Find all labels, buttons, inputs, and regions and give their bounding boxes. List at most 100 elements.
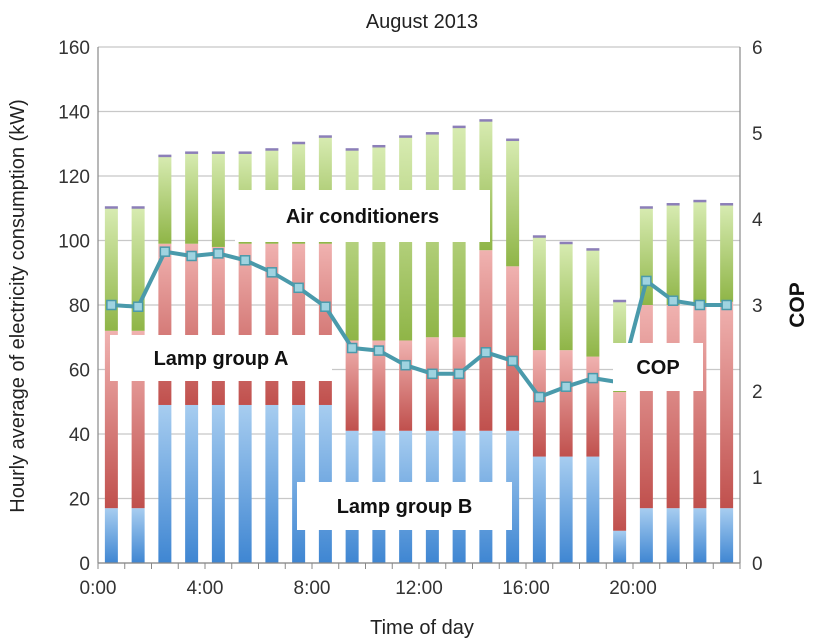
bar-cap (559, 241, 573, 245)
callout-box (613, 343, 703, 391)
bar-air-conditioners (559, 243, 573, 351)
cop-marker (427, 368, 438, 380)
bar-lamp-group-a (666, 305, 680, 509)
bar-air-conditioners (720, 205, 734, 302)
bar-air-conditioners (372, 146, 386, 341)
bar-lamp-group-b (639, 508, 653, 563)
callout-box (297, 482, 512, 530)
cop-marker (453, 368, 465, 380)
cop-marker (159, 246, 171, 257)
cop-marker (346, 342, 358, 354)
bar-cap (639, 206, 653, 209)
callout-label: Air conditioners (286, 206, 439, 228)
cop-marker (293, 282, 304, 294)
bar-lamp-group-a (399, 340, 413, 431)
bar-cap (693, 199, 707, 203)
bar-lamp-group-b (158, 404, 172, 563)
callout-label: Lamp group B (337, 496, 473, 518)
cop-marker (480, 347, 492, 358)
bar-lamp-group-b (265, 404, 279, 563)
bar-air-conditioners (666, 205, 680, 305)
bar-cap (425, 132, 439, 135)
cop-marker (641, 275, 652, 287)
bar-air-conditioners (211, 153, 225, 247)
x-tick-label: 4:00 (187, 578, 224, 599)
cop-marker (667, 295, 679, 306)
callouts: Air conditioners Lamp group A Lamp group B… (110, 190, 703, 530)
cop-marker (400, 359, 411, 371)
bar-lamp-group-b (720, 508, 734, 563)
y-tick-label: 100 (58, 232, 90, 253)
cop-marker (560, 381, 572, 392)
bar-cap (345, 148, 359, 151)
bar-lamp-group-b (666, 508, 680, 563)
bar-lamp-group-a (720, 301, 734, 509)
bar-lamp-group-a (532, 350, 546, 457)
y-tick-label: 160 (58, 38, 90, 59)
bar-air-conditioners (158, 156, 172, 244)
bar-lamp-group-a (506, 266, 520, 431)
bar-cap (318, 135, 332, 138)
cop-marker (186, 250, 197, 262)
y-tick-label: 140 (58, 103, 90, 124)
bar-lamp-group-b (104, 508, 118, 563)
cop-marker (694, 299, 706, 311)
y2-tick-label: 3 (752, 296, 763, 317)
bar-air-conditioners (506, 140, 520, 267)
cop-marker (213, 248, 224, 259)
bar-cap (104, 206, 118, 209)
cop-marker (587, 372, 599, 384)
cop-marker (721, 299, 732, 311)
cop-marker (507, 355, 518, 367)
x-tick-label: 0:00 (80, 578, 117, 599)
bar-lamp-group-a (452, 337, 466, 431)
cop-marker (534, 391, 545, 403)
y2-tick-label: 6 (752, 38, 763, 59)
bar-air-conditioners (131, 208, 145, 331)
cop-marker (266, 267, 278, 278)
bar-cap (506, 138, 520, 142)
y2-tick-label: 4 (752, 210, 763, 231)
callout-label: COP (636, 357, 679, 379)
x-axis-title: Time of day (370, 617, 474, 639)
bar-cap (158, 154, 172, 158)
cop-marker (320, 301, 331, 312)
x-tick-label: 16:00 (502, 578, 550, 599)
y2-tick-label: 5 (752, 124, 763, 145)
cop-marker (373, 345, 385, 356)
bar-cap (613, 299, 627, 303)
bar-lamp-group-a (211, 246, 225, 405)
x-tick-label: 20:00 (609, 578, 657, 599)
bar-cap (479, 119, 493, 122)
y-tick-label: 0 (79, 554, 90, 575)
bar-lamp-group-b (238, 404, 252, 563)
cop-marker (106, 299, 117, 311)
bar-air-conditioners (104, 208, 118, 331)
bar-air-conditioners (345, 150, 359, 341)
y-tick-label: 120 (58, 167, 90, 188)
y-tick-label: 60 (69, 361, 90, 382)
bar-lamp-group-a (693, 305, 707, 509)
bar-cap (720, 203, 734, 206)
bar-lamp-group-b (211, 404, 225, 563)
bar-lamp-group-b (586, 456, 600, 563)
bar-cap (666, 203, 680, 206)
cop-marker (239, 255, 251, 266)
bar-cap (131, 206, 145, 209)
y-tick-label: 80 (69, 296, 90, 317)
y2-tick-label: 0 (752, 554, 763, 575)
bar-cap (238, 151, 252, 154)
y2-tick-label: 1 (752, 468, 763, 489)
bar-cap (292, 141, 306, 145)
bar-lamp-group-b (131, 508, 145, 563)
bar-cap (372, 144, 386, 148)
bar-lamp-group-b (559, 456, 573, 563)
callout-box (235, 190, 490, 242)
bar-lamp-group-b (532, 456, 546, 563)
bar-air-conditioners (185, 153, 199, 244)
bar-cap (265, 148, 279, 151)
bar-cap (211, 151, 225, 154)
bar-air-conditioners (693, 201, 707, 305)
bar-cap (452, 125, 466, 129)
chart-title: August 2013 (366, 11, 478, 33)
